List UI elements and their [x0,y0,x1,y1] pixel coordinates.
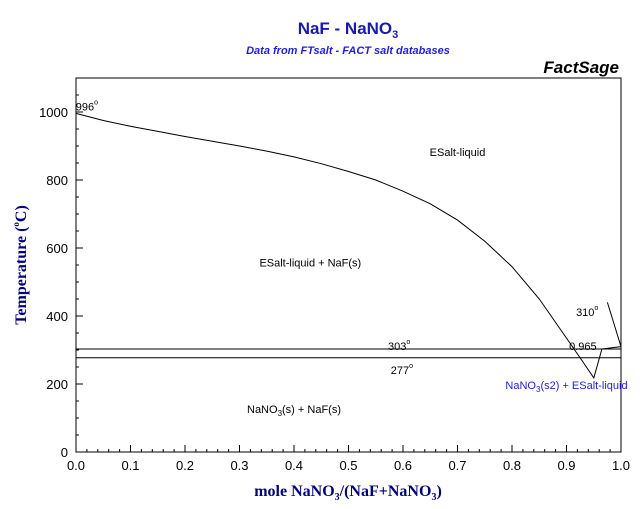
region-label: NaNO3(s) + NaF(s) [247,404,341,418]
x-tick-label: 0.6 [394,458,412,473]
region-labels: 996o ESalt-liquid ESalt-liquid + NaF(s) 310… [76,100,628,418]
region-label: 996o [76,100,98,114]
region-label: 310o [576,305,598,319]
phase-boundary-line [75,112,603,380]
x-tick-label: 0.8 [503,458,521,473]
phase-boundary-line [606,302,622,347]
region-label: NaNO3(s2) + ESalt-liquid [505,380,627,394]
x-tick-label: 0.3 [230,458,248,473]
x-axis-title: mole NaNO3/(NaF+NaNO3) [254,483,442,503]
y-axis-title: Temperature (oC) [11,205,30,325]
region-label: ESalt-liquid + NaF(s) [259,258,361,270]
region-label: ESalt-liquid [430,147,486,159]
y-tick-label: 200 [46,377,68,392]
chart-subtitle: Data from FTsalt - FACT salt databases [246,45,450,57]
y-tick-label: 800 [46,173,68,188]
x-tick-label: 0.9 [557,458,575,473]
x-axis-ticks: 0.0 0.1 0.2 0.3 0.4 0.5 0.6 0.7 0.8 0.9 1.0 [67,445,630,473]
y-axis-ticks: 0 200 400 600 800 1000 [39,77,83,460]
x-tick-label: 0.7 [448,458,466,473]
region-label: 303o [388,339,410,353]
x-tick-label: 0.5 [339,458,357,473]
x-tick-label: 0.2 [176,458,194,473]
region-label: 277o [391,363,413,377]
y-tick-label: 600 [46,241,68,256]
chart-title: NaF - NaNO3 [298,19,399,41]
x-tick-label: 1.0 [612,458,630,473]
x-tick-label: 0.0 [67,458,85,473]
x-tick-label: 0.4 [285,458,303,473]
brand-label: FactSage [543,58,619,77]
x-tick-label: 0.1 [121,458,139,473]
region-label: 0.965 [569,341,597,353]
phase-boundaries [75,112,622,380]
y-tick-label: 400 [46,309,68,324]
y-tick-label: 0 [61,445,68,460]
y-tick-label: 1000 [39,105,68,120]
